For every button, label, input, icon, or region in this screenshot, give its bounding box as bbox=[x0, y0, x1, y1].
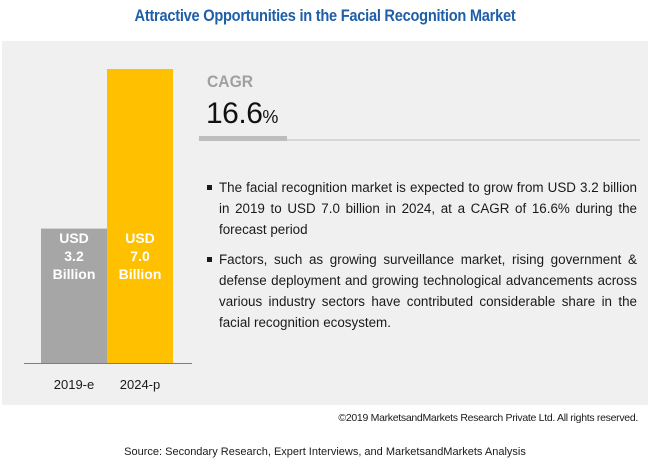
bullet-square-icon bbox=[207, 185, 212, 190]
bar-label-line: USD bbox=[125, 230, 155, 246]
key-insights-list: The facial recognition market is expecte… bbox=[205, 177, 637, 342]
bar-label-line: 3.2 bbox=[64, 248, 84, 264]
bar-2024-p bbox=[107, 69, 173, 363]
copyright-notice: ©2019 MarketsandMarkets Research Private… bbox=[338, 412, 638, 424]
bar-label-line: Billion bbox=[118, 266, 162, 282]
cagr-label: CAGR bbox=[207, 72, 254, 91]
bar-label-line: Billion bbox=[52, 266, 96, 282]
x-tick-label-2024: 2024-p bbox=[119, 377, 161, 392]
cagr-percent-sign: % bbox=[262, 107, 278, 127]
bar-label-line: USD bbox=[59, 230, 89, 246]
cagr-value: 16.6% bbox=[206, 97, 278, 134]
bar-2019-e bbox=[41, 228, 107, 363]
insight-item: The facial recognition market is expecte… bbox=[205, 177, 637, 240]
source-note: Source: Secondary Research, Expert Inter… bbox=[124, 446, 526, 458]
insight-text: Factors, such as growing surveillance ma… bbox=[219, 252, 637, 330]
bar-data-label-2019: USD 3.2 Billion bbox=[41, 229, 107, 283]
cagr-divider-line bbox=[287, 139, 640, 141]
cagr-divider-accent bbox=[199, 136, 287, 141]
page-title: Attractive Opportunities in the Facial R… bbox=[134, 6, 516, 25]
insight-text: The facial recognition market is expecte… bbox=[219, 180, 637, 237]
bullet-square-icon bbox=[207, 257, 212, 262]
bars-group bbox=[41, 69, 173, 363]
bar-label-line: 7.0 bbox=[130, 248, 150, 264]
x-tick-label-2019: 2019-e bbox=[53, 377, 95, 392]
cagr-number: 16.6 bbox=[206, 97, 263, 130]
insight-item: Factors, such as growing surveillance ma… bbox=[205, 249, 637, 333]
bar-data-label-2024: USD 7.0 Billion bbox=[107, 229, 173, 283]
